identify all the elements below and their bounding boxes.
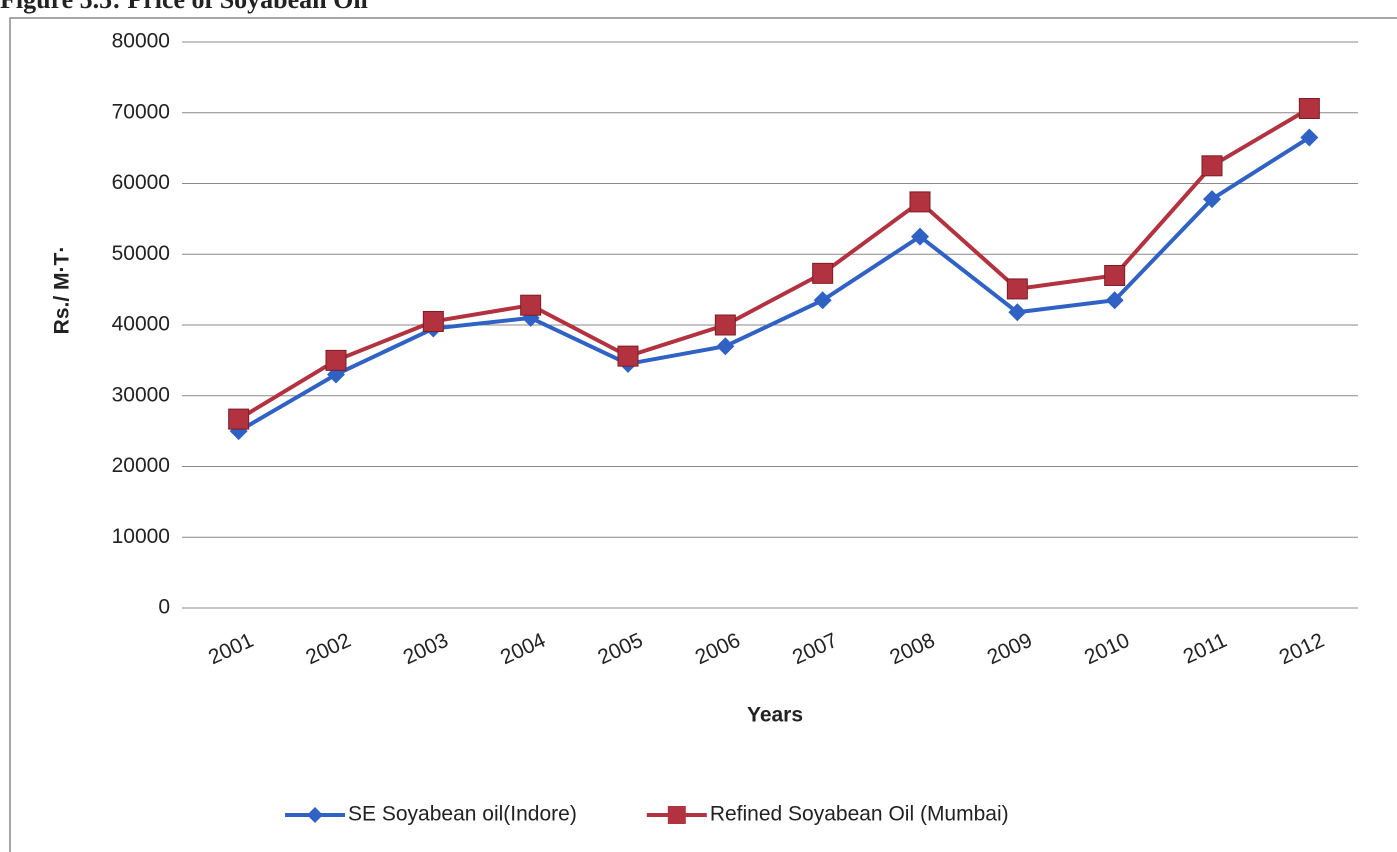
y-tick-label: 0: [158, 596, 170, 619]
point: [1006, 278, 1028, 300]
series-line: [237, 135, 1311, 433]
point: [520, 294, 542, 316]
y-tick-label: 40000: [112, 313, 170, 336]
x-tick-label: 2002: [302, 629, 354, 670]
point: [1298, 98, 1320, 120]
point: [325, 349, 347, 371]
x-tick-label: 2003: [400, 629, 452, 670]
y-tick-label: 80000: [112, 30, 170, 53]
legend-label: SE Soyabean oil(Indore): [348, 803, 577, 826]
point: [714, 314, 736, 336]
legend-label: Refined Soyabean Oil (Mumbai): [710, 803, 1009, 826]
point: [1105, 291, 1124, 310]
point: [812, 262, 834, 284]
chart-frame: [9, 17, 1397, 852]
chart-title: Figure 5.5: Price of Soyabean Oil: [0, 0, 368, 14]
x-tick-label: 2005: [594, 629, 646, 670]
x-tick-label: 2004: [497, 629, 549, 670]
y-tick-label: 10000: [112, 525, 170, 548]
x-tick-label: 2001: [205, 629, 257, 670]
x-tick-label: 2009: [984, 629, 1036, 670]
point: [1201, 155, 1223, 177]
point: [422, 310, 444, 332]
point: [911, 227, 929, 246]
point: [617, 345, 639, 367]
x-axis-title: Years: [747, 704, 803, 727]
y-axis-title: Rs./ M·T·: [51, 246, 74, 335]
x-tick-label: 2011: [1180, 629, 1231, 669]
legend-marker: [667, 806, 686, 824]
point: [716, 337, 735, 356]
point: [813, 291, 832, 310]
x-tick-label: 2012: [1276, 629, 1328, 670]
legend-marker: [307, 807, 323, 823]
x-tick-label: 2006: [692, 629, 744, 670]
point: [1008, 303, 1027, 322]
y-tick-label: 60000: [112, 171, 170, 194]
y-tick-label: 20000: [112, 454, 170, 477]
series-line: [237, 106, 1311, 421]
y-tick-label: 70000: [112, 100, 170, 123]
y-tick-label: 30000: [112, 383, 170, 406]
point: [1104, 264, 1126, 286]
x-tick-label: 2007: [789, 629, 841, 670]
x-tick-label: 2008: [886, 629, 938, 670]
point: [1203, 190, 1221, 209]
x-tick-label: 2010: [1081, 629, 1133, 670]
point: [228, 408, 250, 430]
point: [909, 191, 931, 213]
y-tick-label: 50000: [112, 242, 170, 265]
point: [1300, 128, 1319, 147]
